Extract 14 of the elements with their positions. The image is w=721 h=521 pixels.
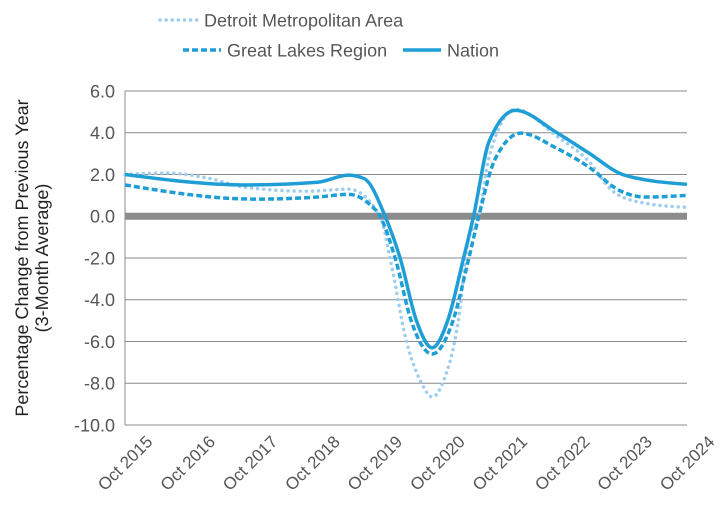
y-tick-label: -4.0 — [84, 290, 115, 310]
legend-label: Great Lakes Region — [227, 40, 388, 60]
y-tick-label: 0.0 — [90, 206, 115, 227]
y-tick-label: -10.0 — [74, 415, 115, 436]
y-tick-label: 2.0 — [90, 164, 115, 185]
y-tick-label: -8.0 — [84, 374, 115, 394]
y-tick-label: 4.0 — [90, 123, 115, 144]
line-series — [123, 107, 689, 399]
legend-label: Nation — [447, 40, 500, 60]
y-tick-label: -6.0 — [84, 332, 115, 352]
y-tick-label: 6.0 — [90, 81, 115, 102]
y-tick-label: -2.0 — [84, 248, 115, 268]
y-axis-title: Percentage Change from Previous Year (3-Month Average) — [12, 99, 52, 417]
legend-label: Detroit Metropolitan Area — [204, 10, 404, 30]
